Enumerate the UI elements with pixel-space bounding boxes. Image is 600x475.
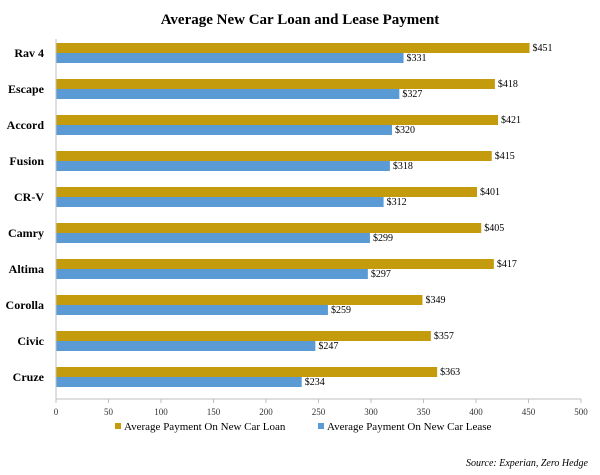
- loan-value-label: $418: [498, 79, 518, 90]
- loan-value-label: $363: [440, 367, 460, 378]
- loan-bar: [56, 115, 499, 125]
- loan-value-label: $417: [497, 259, 517, 270]
- lease-bar: [56, 269, 368, 279]
- loan-bar: [56, 187, 478, 197]
- category-label: Accord: [7, 118, 45, 132]
- x-tick-label: 150: [207, 407, 221, 417]
- x-tick-label: 0: [54, 407, 59, 417]
- loan-value-label: $415: [495, 151, 515, 162]
- loan-value-label: $451: [533, 43, 553, 54]
- lease-value-label: $318: [393, 161, 413, 172]
- lease-value-label: $247: [318, 341, 338, 352]
- x-tick-label: 400: [469, 407, 483, 417]
- lease-value-label: $234: [305, 377, 325, 388]
- loan-bar: [56, 331, 431, 341]
- lease-bar: [56, 125, 392, 135]
- x-tick-label: 100: [154, 407, 168, 417]
- category-label: Rav 4: [14, 46, 44, 60]
- category-label: Altima: [9, 262, 44, 276]
- lease-value-label: $299: [373, 233, 393, 244]
- lease-bar: [56, 53, 404, 63]
- category-label: Escape: [8, 82, 45, 96]
- loan-bar: [56, 223, 482, 233]
- category-label: Civic: [17, 334, 44, 348]
- loan-value-label: $421: [501, 115, 521, 126]
- legend-swatch-lease: [318, 423, 324, 429]
- lease-value-label: $320: [395, 125, 415, 136]
- loan-bar: [56, 43, 530, 53]
- lease-value-label: $327: [402, 89, 422, 100]
- legend-label-lease: Average Payment On New Car Lease: [327, 421, 492, 433]
- legend-label-loan: Average Payment On New Car Loan: [124, 421, 286, 433]
- loan-bar: [56, 79, 495, 89]
- category-label: Cruze: [13, 370, 45, 384]
- loan-bar: [56, 259, 494, 269]
- loan-value-label: $405: [484, 223, 504, 234]
- x-axis: 0 50 100 150 200 250 300 350 400 450 500: [54, 39, 588, 417]
- chart-title: Average New Car Loan and Lease Payment: [161, 12, 440, 28]
- x-tick-label: 450: [522, 407, 536, 417]
- x-tick-label: 50: [104, 407, 114, 417]
- lease-bar: [56, 161, 390, 171]
- category-label: Fusion: [9, 154, 44, 168]
- category-label: CR-V: [14, 190, 44, 204]
- x-tick-label: 200: [259, 407, 273, 417]
- loan-value-label: $349: [425, 295, 445, 306]
- x-tick-label: 250: [312, 407, 326, 417]
- lease-bar: [56, 305, 328, 315]
- category-label: Corolla: [6, 298, 44, 312]
- lease-value-label: $259: [331, 305, 351, 316]
- loan-bar: [56, 295, 423, 305]
- lease-bar: [56, 233, 370, 243]
- legend: Average Payment On New Car Loan Average P…: [115, 421, 492, 433]
- x-tick-label: 500: [574, 407, 588, 417]
- loan-bar: [56, 367, 438, 377]
- bar-area: Rav 4 $451 $331 Escape $418 $327 Accord $421 $32…: [6, 43, 553, 388]
- lease-value-label: $297: [371, 269, 391, 280]
- source-note: Source: Experian, Zero Hedge: [466, 458, 589, 469]
- x-tick-label: 350: [417, 407, 431, 417]
- lease-bar: [56, 341, 316, 351]
- category-label: Camry: [8, 226, 44, 240]
- lease-bar: [56, 377, 302, 387]
- lease-value-label: $312: [387, 197, 407, 208]
- legend-swatch-loan: [115, 423, 121, 429]
- loan-value-label: $401: [480, 187, 500, 198]
- loan-bar: [56, 151, 492, 161]
- lease-bar: [56, 89, 400, 99]
- lease-bar: [56, 197, 384, 207]
- loan-value-label: $357: [434, 331, 454, 342]
- lease-value-label: $331: [407, 53, 427, 64]
- x-tick-label: 300: [364, 407, 378, 417]
